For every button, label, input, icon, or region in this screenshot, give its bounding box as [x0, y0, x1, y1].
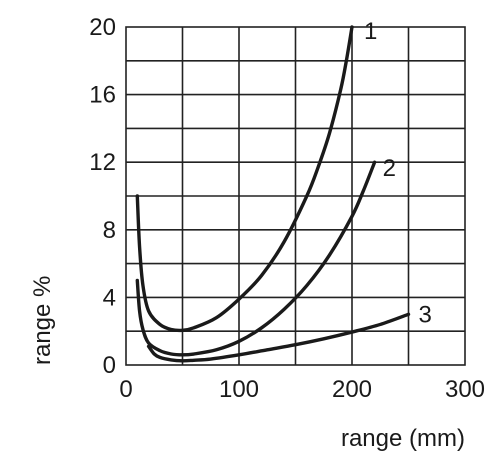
y-tick-label: 20 — [89, 14, 116, 41]
series-1-curve — [135, 25, 354, 333]
y-tick-label: 4 — [103, 284, 116, 311]
y-tick-labels: 0 4 8 12 16 20 — [89, 14, 116, 379]
series-3-label: 3 — [419, 301, 432, 328]
series-curves — [135, 25, 411, 363]
x-tick-label: 0 — [119, 376, 132, 403]
series-3-curve — [146, 312, 411, 363]
series-1-label: 1 — [364, 18, 377, 45]
y-tick-label: 12 — [89, 149, 116, 176]
x-tick-labels: 0 100 200 300 — [119, 376, 485, 403]
x-tick-label: 200 — [332, 376, 372, 403]
y-tick-label: 8 — [103, 217, 116, 244]
series-2-curve — [135, 160, 377, 357]
series-labels: 1 2 3 — [364, 18, 432, 328]
series-2-label: 2 — [383, 155, 396, 182]
plot-frame — [125, 26, 466, 366]
x-axis-label: range (mm) — [341, 425, 465, 452]
grid-lines — [126, 27, 465, 365]
y-axis-label: range % — [29, 276, 56, 365]
x-tick-label: 100 — [219, 376, 259, 403]
y-tick-label: 16 — [89, 82, 116, 109]
y-tick-label: 0 — [103, 352, 116, 379]
x-tick-label: 300 — [445, 376, 485, 403]
